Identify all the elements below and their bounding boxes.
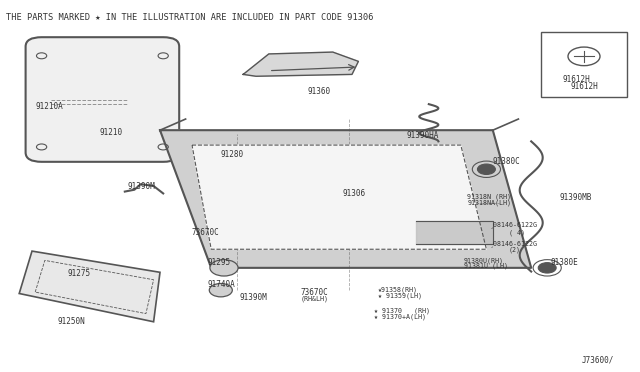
Text: ★ 91370   (RH): ★ 91370 (RH) xyxy=(374,307,430,314)
Text: 91275: 91275 xyxy=(67,269,90,278)
Circle shape xyxy=(538,263,556,273)
Text: 91390MB: 91390MB xyxy=(560,193,593,202)
Polygon shape xyxy=(243,52,358,76)
Text: 91210A: 91210A xyxy=(35,102,63,110)
Circle shape xyxy=(477,164,495,174)
Circle shape xyxy=(209,283,232,297)
Text: 91390M: 91390M xyxy=(128,182,156,190)
Text: (2): (2) xyxy=(509,247,521,253)
Polygon shape xyxy=(416,221,493,244)
Text: 91390HA: 91390HA xyxy=(406,131,439,140)
FancyBboxPatch shape xyxy=(26,37,179,162)
Text: 91612H: 91612H xyxy=(563,76,590,84)
Text: 91318N (RH): 91318N (RH) xyxy=(467,194,511,201)
Text: 91381U (LH): 91381U (LH) xyxy=(464,263,508,269)
Text: ★ 91370+A(LH): ★ 91370+A(LH) xyxy=(374,314,426,320)
Text: 91250N: 91250N xyxy=(58,317,85,326)
Text: 73670C: 73670C xyxy=(301,288,328,296)
Text: ★91358(RH): ★91358(RH) xyxy=(378,287,417,294)
Text: 91740A: 91740A xyxy=(208,280,236,289)
Text: 91295: 91295 xyxy=(208,258,231,267)
Text: 91318NA(LH): 91318NA(LH) xyxy=(467,199,511,206)
Circle shape xyxy=(210,260,238,276)
Polygon shape xyxy=(160,130,531,268)
Text: 73670C: 73670C xyxy=(192,228,220,237)
Text: ( 4): ( 4) xyxy=(509,229,525,236)
Text: THE PARTS MARKED ★ IN THE ILLUSTRATION ARE INCLUDED IN PART CODE 91306: THE PARTS MARKED ★ IN THE ILLUSTRATION A… xyxy=(6,13,374,22)
Text: (RH&LH): (RH&LH) xyxy=(301,295,329,302)
Text: 91380U(RH): 91380U(RH) xyxy=(464,257,504,264)
Text: ★ 91359(LH): ★ 91359(LH) xyxy=(378,292,422,299)
Text: ¸08146-6122G: ¸08146-6122G xyxy=(490,240,538,247)
Text: 91360: 91360 xyxy=(307,87,330,96)
Text: 91306: 91306 xyxy=(342,189,365,198)
Bar xyxy=(541,32,627,97)
Polygon shape xyxy=(192,145,486,249)
Polygon shape xyxy=(19,251,160,322)
Text: 91280: 91280 xyxy=(221,150,244,159)
Text: ¸08146-6122G: ¸08146-6122G xyxy=(490,222,538,228)
Text: J73600/: J73600/ xyxy=(582,356,614,365)
Text: 91210: 91210 xyxy=(99,128,122,137)
Text: 91380C: 91380C xyxy=(493,157,520,166)
Text: 91390M: 91390M xyxy=(240,293,268,302)
Text: 91612H: 91612H xyxy=(570,82,598,91)
Text: 91380E: 91380E xyxy=(550,258,578,267)
